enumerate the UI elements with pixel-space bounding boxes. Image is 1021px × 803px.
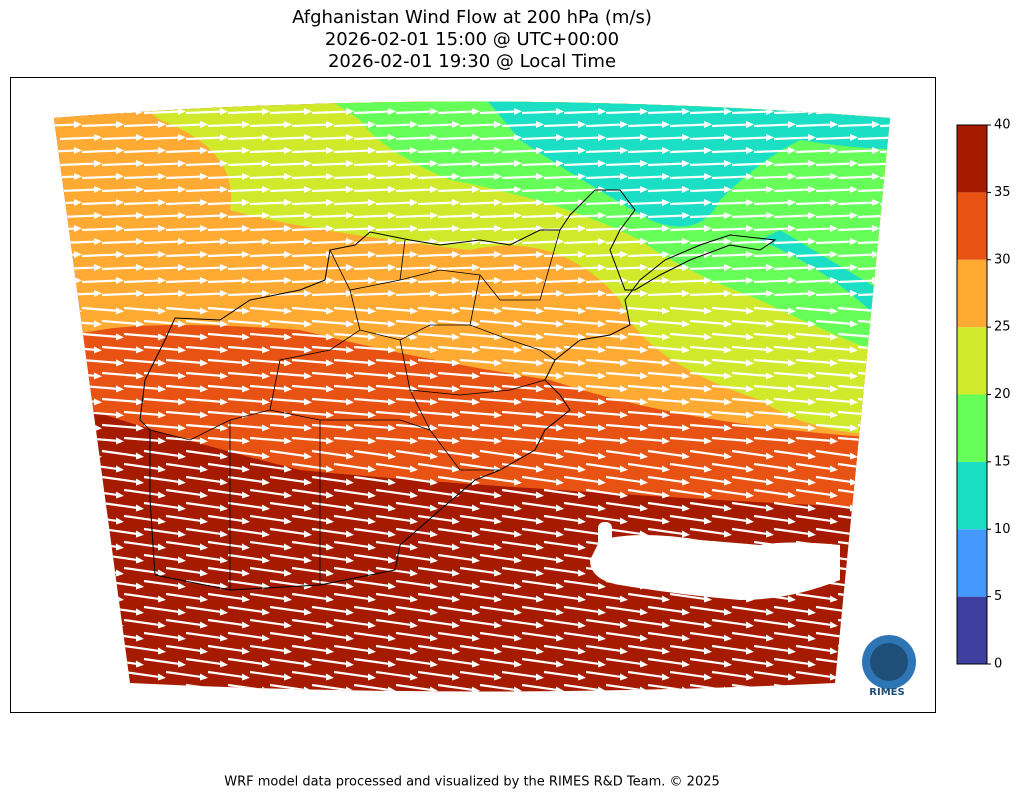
- colorbar-tick-label: 0: [994, 657, 1002, 672]
- map-frame: [10, 77, 936, 713]
- province-borders: [149, 229, 561, 590]
- colorbar-tick-label: 25: [994, 320, 1011, 335]
- logo: RIMES: [862, 635, 916, 698]
- colorbar-tick-label: 40: [994, 118, 1011, 133]
- title-line: Afghanistan Wind Flow at 200 hPa (m/s): [292, 7, 652, 28]
- colorbar-tick-label: 5: [994, 589, 1002, 604]
- colorbar-segment: [957, 125, 987, 193]
- wind-field: [54, 101, 890, 692]
- colorbar-tick-label: 30: [994, 252, 1011, 267]
- colorbar-tick-label: 35: [994, 185, 1011, 200]
- colorbar-segment: [957, 529, 987, 597]
- colorbar-tick-label: 10: [994, 522, 1011, 537]
- logo-text: RIMES: [869, 687, 904, 698]
- country-border: [139, 189, 777, 591]
- colorbar-segment: [957, 259, 987, 328]
- colorbar-segment: [957, 461, 987, 530]
- colorbar-segment: [957, 192, 987, 260]
- colorbar-segment: [957, 327, 987, 395]
- colorbar-segment: [957, 596, 987, 664]
- colorbar: 0 5 10 15 20 25 30 35 40: [956, 118, 1011, 672]
- colorbar-segment: [957, 394, 987, 462]
- title-line: 2026-02-01 19:30 @ Local Time: [328, 51, 616, 72]
- title-line: 2026-02-01 15:00 @ UTC+00:00: [325, 29, 619, 50]
- colorbar-tick-label: 20: [994, 387, 1011, 402]
- colorbar-tick-label: 15: [994, 454, 1011, 469]
- footer: WRF model data processed and visualized …: [224, 775, 720, 790]
